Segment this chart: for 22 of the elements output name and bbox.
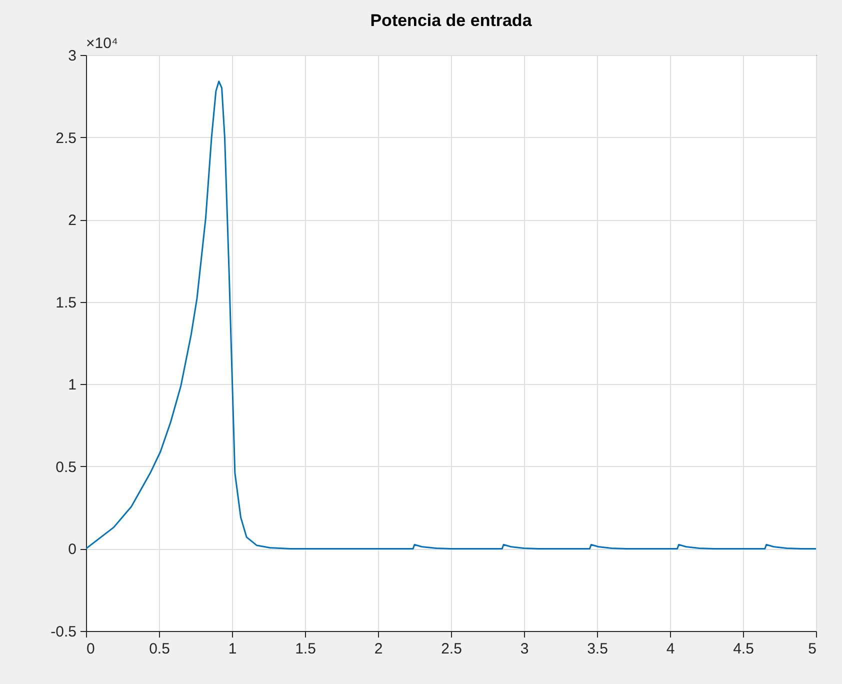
line-series xyxy=(86,80,816,550)
x-tick-label: 5 xyxy=(808,640,816,658)
chart-title: Potencia de entrada xyxy=(370,11,532,30)
y-tick-label: 1 xyxy=(68,376,76,394)
text: ×10⁴ xyxy=(86,35,118,52)
y-tick-label: 2.5 xyxy=(56,130,76,147)
x-tick-label: 1 xyxy=(228,640,237,658)
y-tick-label: -0.5 xyxy=(50,624,76,640)
y-tick-label: 0.5 xyxy=(56,458,76,476)
x-tick-label: 2 xyxy=(374,640,383,658)
x-tick-label: 2.5 xyxy=(441,640,462,658)
x-tick-label: 3.5 xyxy=(587,640,608,658)
y-tick-label: 0 xyxy=(68,541,76,558)
x-tick-label: 4.5 xyxy=(733,640,754,658)
x-tick-label: 1.5 xyxy=(295,640,316,658)
y-tick-label: 1.5 xyxy=(56,294,76,312)
x-tick-label: 0.5 xyxy=(149,640,170,658)
y-tick-label: 2 xyxy=(68,212,76,230)
x-tick-label: 4 xyxy=(666,640,675,658)
x-tick-label: 0 xyxy=(86,640,95,658)
y-tick-label: 3 xyxy=(68,48,76,64)
x-tick-label: 3 xyxy=(520,640,529,658)
